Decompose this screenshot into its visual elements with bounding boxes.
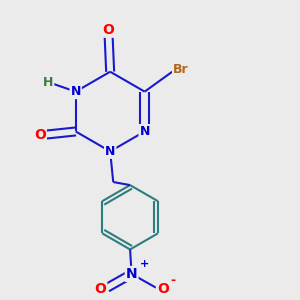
- Text: O: O: [34, 128, 46, 142]
- Text: O: O: [94, 282, 106, 296]
- Text: Br: Br: [173, 63, 189, 76]
- Text: N: N: [140, 125, 150, 138]
- Text: +: +: [140, 259, 149, 269]
- Text: N: N: [105, 145, 116, 158]
- Text: N: N: [70, 85, 81, 98]
- Text: -: -: [171, 274, 176, 287]
- Text: H: H: [43, 76, 53, 89]
- Text: O: O: [157, 282, 169, 296]
- Text: O: O: [103, 23, 115, 37]
- Text: N: N: [126, 267, 137, 281]
